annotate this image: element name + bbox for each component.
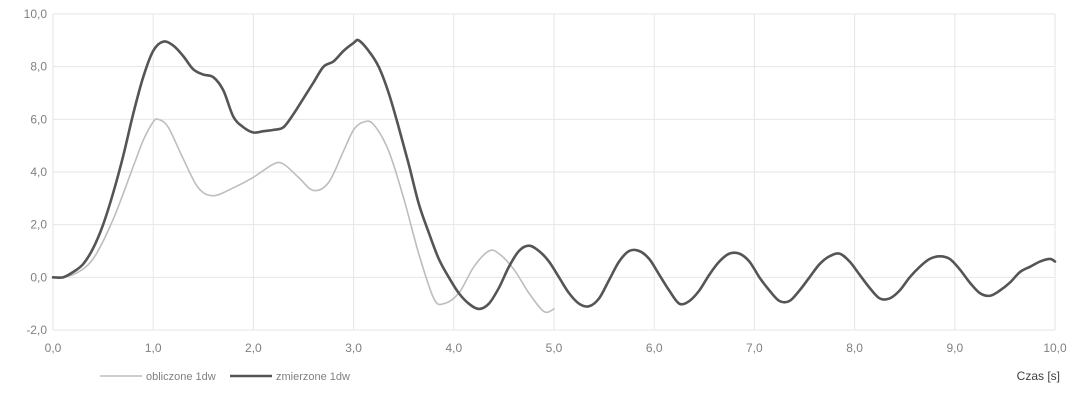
series-line-2 xyxy=(51,38,1057,311)
x-tick-label: 6,0 xyxy=(646,341,663,355)
y-tick-label: 8,0 xyxy=(30,60,47,74)
y-tick-label: 4,0 xyxy=(30,165,47,179)
x-tick-label: 2,0 xyxy=(245,341,262,355)
y-tick-label: 10,0 xyxy=(24,7,48,21)
y-tick-label: 0,0 xyxy=(30,270,47,284)
legend: obliczone 1dw zmierzone 1dw xyxy=(100,371,350,383)
y-axis-ticks: -2,0 0,0 2,0 4,0 6,0 8,0 10,0 xyxy=(24,7,48,337)
x-tick-label: 1,0 xyxy=(145,341,162,355)
series-line-1 xyxy=(52,118,555,314)
x-tick-label: 10,0 xyxy=(1043,341,1067,355)
series-lines xyxy=(51,38,1057,314)
x-tick-label: 5,0 xyxy=(546,341,563,355)
x-tick-label: 0,0 xyxy=(45,341,62,355)
x-tick-label: 4,0 xyxy=(445,341,462,355)
x-axis-title: Czas [s] xyxy=(1017,369,1060,383)
legend-label: obliczone 1dw xyxy=(146,371,216,383)
gridlines xyxy=(52,13,1056,331)
x-axis-ticks: 0,0 1,0 2,0 3,0 4,0 5,0 6,0 7,0 8,0 9,0 10,0 xyxy=(45,341,1067,355)
y-tick-label: 6,0 xyxy=(30,112,47,126)
x-tick-label: 8,0 xyxy=(846,341,863,355)
legend-label: zmierzone 1dw xyxy=(276,371,350,383)
y-tick-label: 2,0 xyxy=(30,218,47,232)
x-tick-label: 9,0 xyxy=(946,341,963,355)
x-tick-label: 3,0 xyxy=(345,341,362,355)
y-tick-label: -2,0 xyxy=(26,323,47,337)
x-tick-label: 7,0 xyxy=(746,341,763,355)
